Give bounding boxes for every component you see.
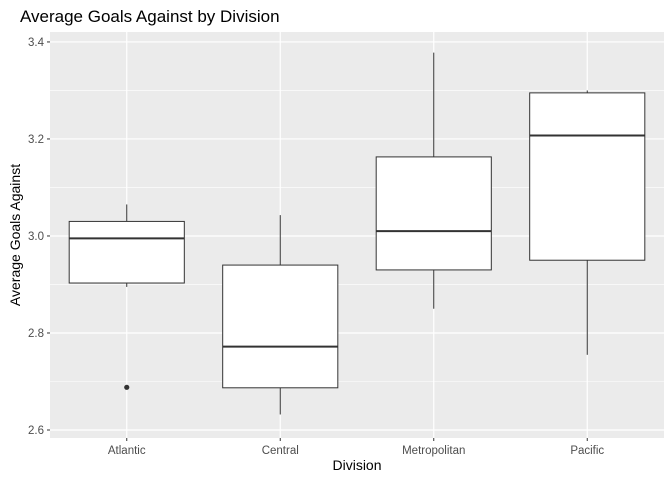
- x-axis-title: Division: [332, 457, 381, 473]
- y-axis: 2.6 2.8 3.0 3.2 3.4: [28, 37, 50, 437]
- y-tick-label: 2.8: [28, 328, 44, 340]
- chart-title: Average Goals Against by Division: [20, 7, 280, 26]
- boxes-layer: [68, 52, 646, 415]
- iqr-box: [529, 92, 646, 261]
- outlier-point: [124, 384, 130, 390]
- iqr-box: [375, 156, 492, 271]
- y-tick-label: 3.0: [28, 231, 44, 243]
- x-tick-label: Pacific: [570, 445, 604, 457]
- box-metropolitan: [375, 52, 492, 309]
- x-tick-label: Atlantic: [108, 445, 146, 457]
- y-axis-title: Average Goals Against: [7, 164, 23, 306]
- iqr-box: [222, 264, 339, 389]
- iqr-box: [68, 220, 185, 284]
- y-tick-label: 3.4: [28, 37, 45, 49]
- box-atlantic: [68, 204, 185, 390]
- x-tick-label: Metropolitan: [402, 445, 465, 457]
- box-central: [222, 215, 339, 415]
- x-tick-label: Central: [262, 445, 299, 457]
- y-tick-label: 2.6: [28, 425, 44, 437]
- y-tick-label: 3.2: [28, 134, 44, 146]
- box-pacific: [529, 90, 646, 355]
- x-axis: Atlantic Central Metropolitan Pacific: [108, 438, 604, 457]
